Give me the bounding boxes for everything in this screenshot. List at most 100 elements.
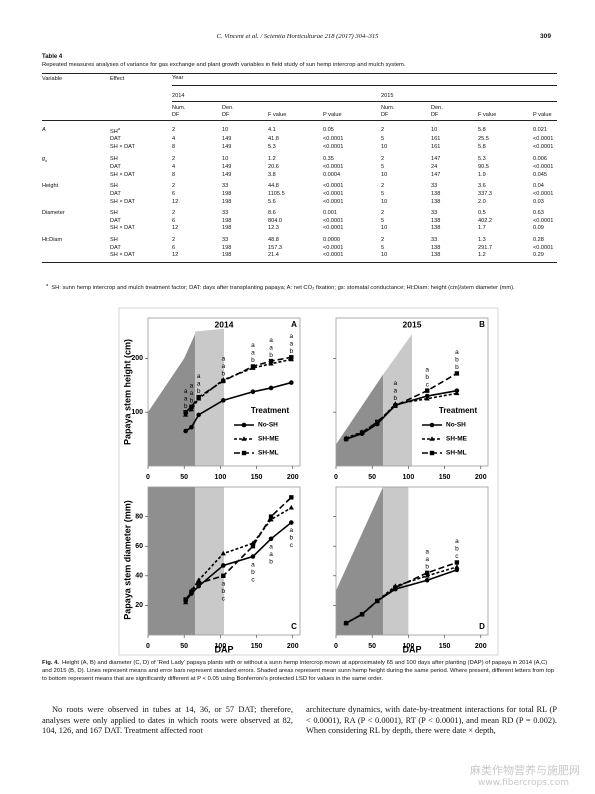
value-cell: 0.045: [533, 171, 547, 178]
value-cell: 2: [172, 156, 176, 163]
cell: [42, 112, 110, 121]
value-cell: 25.5: [478, 136, 489, 143]
panel-frame: [147, 486, 301, 636]
value-cell: 0.0004: [323, 171, 341, 178]
significance-letter: b: [197, 388, 201, 395]
value-cell: 0.006: [533, 156, 547, 163]
table-row: Ht:Diam SH 2 33 48.8 0.0000 2 33 1.3 0.28: [42, 233, 557, 245]
year-header: 2015: [381, 93, 558, 102]
x-axis-label: DAP: [214, 644, 233, 654]
data-point: [196, 412, 201, 418]
panel-letter: B: [479, 320, 485, 329]
value-cell: 291.7: [478, 244, 492, 251]
value-cell: 0.63: [533, 210, 544, 217]
figure-frame: [118, 307, 499, 656]
value-cell: <0.0001: [323, 191, 344, 197]
effect-cell: DAT: [110, 218, 172, 226]
value-cell: 138: [431, 244, 441, 251]
variable-cell: [42, 191, 110, 199]
data-point: [220, 563, 226, 568]
value-cell: 0.29: [533, 252, 558, 263]
significance-letter: b: [251, 357, 255, 364]
value-cell: 2: [381, 126, 385, 133]
y-tick-label: 20: [135, 602, 143, 609]
value-cell: 90.5: [478, 164, 489, 171]
value-cell: 33: [431, 236, 438, 243]
value-cell: 2: [381, 183, 385, 190]
significance-letter: a: [455, 349, 459, 356]
effect: DAT: [110, 164, 121, 171]
significance-letter: a: [290, 333, 294, 340]
legend-marker: [429, 436, 435, 441]
significance-letter: b: [290, 348, 294, 355]
value-cell: 804.0: [268, 217, 282, 224]
data-point: [250, 389, 256, 395]
col-head: DF: [381, 112, 431, 121]
y-tick-label: 40: [135, 573, 143, 580]
significance-letter: a: [221, 356, 225, 363]
data-table: Variable Effect Year 2014 2015 Num. Den. Num. De…: [42, 73, 558, 263]
value-cell: 33: [222, 183, 229, 190]
value-cell: 2: [172, 236, 176, 243]
rule: [172, 84, 558, 94]
legend-marker: [429, 422, 435, 428]
table-row: DAT 6 198 1105.5 <0.0001 5 138 337.3 <0.0001: [42, 191, 557, 199]
value-cell: 2: [172, 210, 176, 217]
legend-marker: [429, 450, 435, 456]
effect-cell: SH × DAT: [110, 199, 172, 207]
significance-letter: a: [197, 373, 201, 380]
x-tick-label: 150: [251, 474, 263, 481]
table-row: DAT 4 149 41.8 <0.0001 5 161 25.5 <0.0001: [42, 136, 557, 144]
value-cell: 138: [431, 191, 441, 197]
value-cell: 0.001: [323, 210, 337, 217]
col-head: Den.: [431, 104, 443, 111]
significance-letter: a: [251, 350, 255, 357]
panel-frame: [147, 317, 301, 467]
variable-cell: A: [42, 120, 110, 136]
x-tick-label: 200: [475, 643, 487, 650]
header-row: Variable Effect Year: [42, 73, 558, 85]
data-point: [424, 573, 430, 578]
significance-letter: b: [184, 403, 188, 410]
col-head: DF: [172, 112, 222, 121]
value-cell: 402.2: [478, 217, 492, 224]
value-cell: <0.0001: [323, 183, 344, 190]
value-cell: <0.0001: [323, 244, 344, 251]
variable-cell: Diameter: [42, 206, 110, 218]
value-cell: 41.8: [268, 136, 279, 143]
table-row: DAT 6 198 157.3 <0.0001 5 138 291.7 <0.0001: [42, 245, 557, 253]
caption-label: Fig. 4.: [42, 660, 60, 666]
y-axis-label: Papaya stem height (cm): [122, 339, 132, 445]
value-cell: <0.0001: [533, 143, 554, 150]
header-row: DF DF F value P value DF DF F value P value: [42, 112, 558, 121]
significance-letter: b: [455, 357, 459, 364]
value-cell: 4: [172, 164, 176, 171]
value-cell: 6: [172, 191, 176, 197]
x-tick-label: 150: [439, 643, 451, 650]
value-cell: 149: [222, 171, 232, 178]
variable-cell: [42, 245, 110, 253]
panel: [336, 487, 409, 635]
variable-cell: Height: [42, 179, 110, 191]
panel-letter: D: [479, 622, 485, 631]
sunn-hemp-shade: [195, 328, 224, 466]
data-point: [289, 355, 294, 360]
value-cell: 149: [222, 164, 232, 171]
footnote-text: SH: sunn hemp intercrop and mulch treatm…: [51, 284, 515, 291]
value-cell: <0.0001: [533, 217, 554, 224]
cell: [42, 85, 110, 93]
table-label: Table 4: [42, 54, 63, 60]
significance-letter: a: [269, 337, 273, 344]
effect: SH: [110, 183, 118, 190]
legend-label: No-SH: [258, 422, 278, 429]
significance-letter: b: [251, 569, 255, 576]
sunn-hemp-shade: [383, 334, 412, 466]
data-point: [289, 520, 294, 525]
table-row: SH × DAT 8 149 3.8 0.0004 10 147 1.9 0.045: [42, 172, 557, 180]
table-caption: Repeated measures analyses of variance f…: [42, 62, 406, 68]
value-cell: 147: [431, 156, 441, 163]
data-point: [183, 409, 188, 415]
value-cell: 8: [172, 171, 176, 178]
variable: Ht:Diam: [42, 236, 63, 243]
